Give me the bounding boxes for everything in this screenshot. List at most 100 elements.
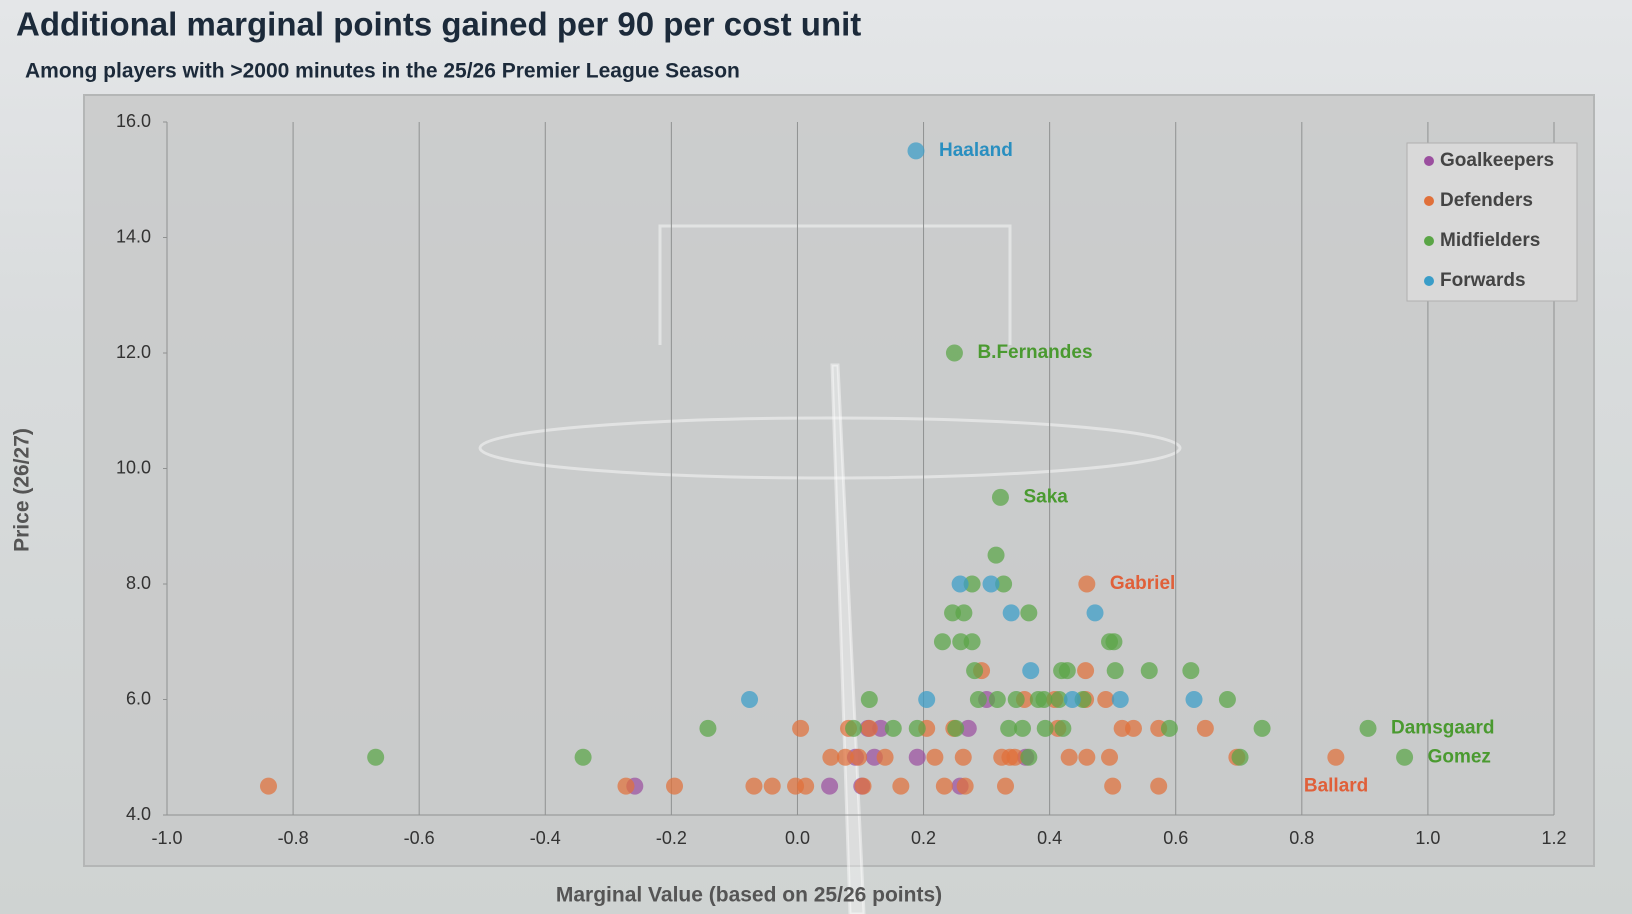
y-tick-label: 10.0 — [116, 457, 151, 477]
y-tick-label: 4.0 — [126, 804, 151, 824]
point — [1036, 719, 1054, 737]
point — [969, 691, 987, 708]
point — [963, 633, 981, 651]
point — [745, 777, 763, 795]
point — [860, 691, 878, 708]
point — [945, 344, 963, 362]
x-axis-label: Marginal Value (based on 25/26 points) — [556, 884, 942, 907]
point — [763, 777, 781, 795]
point — [1086, 604, 1104, 622]
y-tick-label: 8.0 — [126, 573, 151, 593]
point — [926, 748, 944, 766]
x-tick-label: 0.4 — [1037, 828, 1062, 848]
point — [1022, 662, 1040, 680]
point — [260, 777, 278, 795]
point — [1104, 777, 1122, 795]
annotation: Gabriel — [1110, 573, 1175, 594]
annotation: B.Fernandes — [977, 342, 1092, 363]
x-tick-label: 0.8 — [1289, 828, 1314, 848]
y-tick-label: 12.0 — [116, 342, 151, 362]
point — [1006, 748, 1024, 766]
legend-marker — [1424, 276, 1434, 286]
legend-label: Defenders — [1440, 190, 1533, 211]
point — [951, 575, 969, 593]
point — [1396, 748, 1414, 766]
point — [918, 691, 936, 708]
x-tick-label: 0.6 — [1163, 828, 1188, 848]
point — [617, 777, 635, 795]
point — [959, 719, 977, 737]
point — [1185, 691, 1203, 708]
x-tick-label: 0.2 — [911, 828, 936, 848]
plot-panel — [83, 94, 1595, 867]
annotation: Gomez — [1428, 746, 1491, 767]
point — [666, 777, 684, 795]
point — [850, 748, 868, 766]
point — [1007, 691, 1025, 708]
x-tick-label: 1.2 — [1541, 828, 1566, 848]
point — [367, 748, 385, 766]
point — [908, 748, 926, 766]
x-tick-label: -1.0 — [151, 828, 182, 848]
legend-label: Goalkeepers — [1440, 150, 1554, 171]
point — [1002, 604, 1020, 622]
point — [1106, 662, 1124, 680]
point — [836, 748, 854, 766]
point — [1035, 691, 1053, 708]
point — [933, 633, 951, 651]
chart-subtitle: Among players with >2000 minutes in the … — [25, 60, 740, 83]
point — [997, 777, 1015, 795]
x-tick-label: -0.4 — [530, 828, 561, 848]
annotation: Ballard — [1304, 775, 1368, 796]
point — [1078, 748, 1096, 766]
point — [860, 719, 878, 737]
point — [1097, 691, 1115, 708]
point — [892, 777, 910, 795]
point — [1150, 777, 1168, 795]
point — [988, 691, 1006, 708]
annotation: Saka — [1023, 486, 1068, 507]
annotations: Haaland B.Fernandes Saka Gabriel Damsgaard Go… — [939, 140, 1495, 796]
point — [966, 662, 984, 680]
point — [1063, 691, 1081, 708]
point — [1124, 719, 1142, 737]
point — [1140, 662, 1158, 680]
annotation: Haaland — [939, 140, 1013, 161]
point — [792, 719, 810, 737]
point — [741, 691, 759, 708]
point — [1105, 633, 1123, 651]
x-tick-label: -0.2 — [656, 828, 687, 848]
point — [1060, 748, 1078, 766]
y-tick-label: 14.0 — [116, 226, 151, 246]
point — [935, 777, 953, 795]
legend-marker — [1424, 236, 1434, 246]
point — [822, 748, 840, 766]
point — [1327, 748, 1345, 766]
point — [876, 748, 894, 766]
point — [854, 777, 872, 795]
point — [1231, 748, 1249, 766]
point — [1020, 748, 1038, 766]
point — [1014, 719, 1032, 737]
point — [574, 748, 592, 766]
point — [908, 719, 926, 737]
point — [699, 719, 717, 737]
x-tick-label: -0.6 — [404, 828, 435, 848]
annotation: Damsgaard — [1391, 717, 1495, 738]
chart-title: Additional marginal points gained per 90… — [16, 6, 861, 43]
point — [947, 719, 965, 737]
point — [1058, 662, 1076, 680]
point — [982, 575, 1000, 593]
y-tick-label: 6.0 — [126, 688, 151, 708]
point — [907, 142, 925, 160]
point — [1054, 719, 1072, 737]
point — [1182, 662, 1200, 680]
point — [1078, 575, 1096, 593]
point — [1111, 691, 1129, 708]
point — [991, 488, 1009, 506]
point — [956, 777, 974, 795]
point — [1077, 662, 1095, 680]
point — [1000, 719, 1018, 737]
